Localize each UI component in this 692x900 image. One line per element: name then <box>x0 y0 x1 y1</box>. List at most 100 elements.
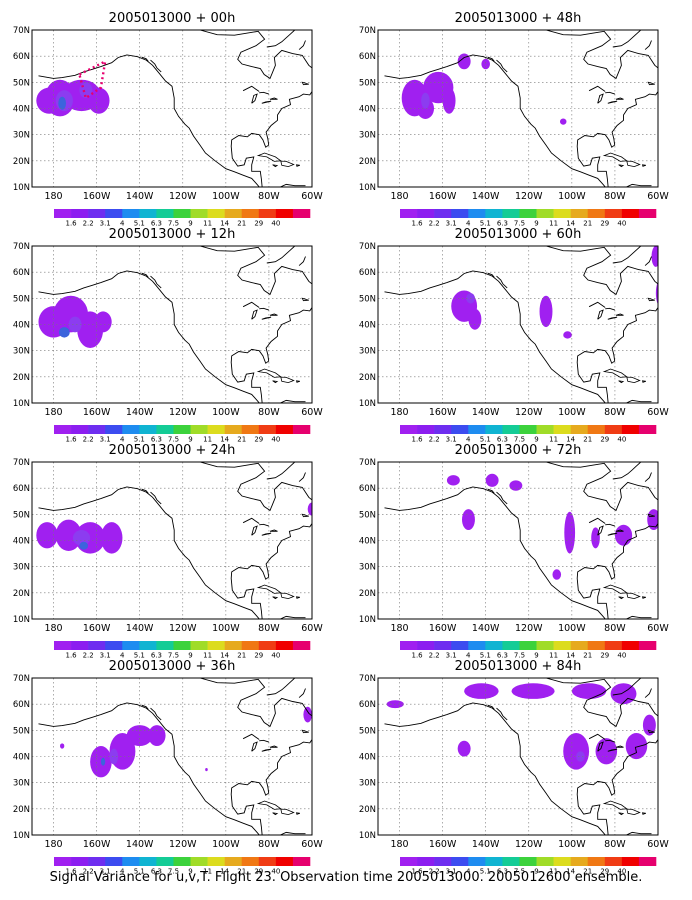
colorbar-label: 14 <box>220 868 229 876</box>
variance-region <box>539 295 553 328</box>
colorbar-label: 5.1 <box>134 436 145 444</box>
colorbar-swatch <box>519 857 537 866</box>
colorbar-swatch <box>292 209 311 218</box>
coastline <box>251 309 258 320</box>
colorbar-swatch <box>88 857 106 866</box>
colorbar-label: 5.1 <box>134 652 145 660</box>
variance-region <box>658 74 671 116</box>
coastline <box>644 40 652 50</box>
lon-tick-label: 160W <box>429 623 457 634</box>
coastline <box>607 748 618 752</box>
lon-tick-label: 140W <box>126 407 154 418</box>
colorbar-swatch <box>275 641 294 650</box>
colorbar-label: 40 <box>617 220 626 228</box>
coastline <box>141 56 149 62</box>
lon-tick-label: 180 <box>44 407 62 418</box>
colorbar-label: 1.6 <box>65 220 77 228</box>
colorbar-swatch <box>417 857 435 866</box>
lat-tick-label: 20N <box>13 805 30 815</box>
variance-region <box>58 327 70 338</box>
map-frame <box>377 29 659 188</box>
variance-region <box>571 683 607 699</box>
colorbar-label: 2.2 <box>429 652 440 660</box>
lon-tick-label: 140W <box>472 191 500 202</box>
variance-region <box>468 308 482 330</box>
colorbar-label: 6.3 <box>151 652 162 660</box>
coastline <box>38 66 102 79</box>
lon-tick-label: 180 <box>44 623 62 634</box>
map-frame <box>377 461 659 620</box>
variance-region <box>58 96 67 110</box>
lat-tick-label: 10N <box>13 615 30 625</box>
colorbar-label: 11 <box>549 220 558 228</box>
coastline <box>242 733 260 740</box>
lon-tick-label: 60W <box>647 191 669 202</box>
lat-tick-label: 50N <box>13 294 30 304</box>
colorbar-swatch <box>173 209 191 218</box>
colorbar-label: 4 <box>466 220 471 228</box>
island-outline <box>280 808 295 816</box>
colorbar-swatch <box>502 857 520 866</box>
variance-region <box>614 524 633 546</box>
map-panel-6: 2005013000 + 72h 10N 20N 30N 40N 50N 60N 70N 180… <box>359 443 670 660</box>
lat-tick-label: 30N <box>359 131 376 141</box>
coastline <box>487 488 495 494</box>
colorbar-swatch <box>207 641 225 650</box>
map-area <box>32 30 312 187</box>
colorbar-label: 40 <box>617 868 626 876</box>
variance-region <box>563 331 572 339</box>
coastline <box>612 462 642 480</box>
lon-tick-label: 60W <box>301 623 323 634</box>
colorbar-swatch <box>519 641 537 650</box>
variance-region <box>94 311 112 333</box>
colorbar-swatch <box>638 641 657 650</box>
coastline <box>384 714 448 727</box>
colorbar-label: 1.6 <box>411 652 423 660</box>
colorbar-label: 6.3 <box>151 436 162 444</box>
lat-tick-label: 10N <box>359 615 376 625</box>
colorbar-label: 1.6 <box>65 436 77 444</box>
coastline <box>446 54 652 187</box>
colorbar-label: 2.2 <box>83 220 94 228</box>
colorbar-swatch <box>241 641 260 650</box>
coastline <box>199 30 312 80</box>
colorbar-label: 29 <box>254 868 263 876</box>
colorbar-label: 7.5 <box>168 868 179 876</box>
lon-tick-label: 140W <box>472 623 500 634</box>
colorbar-swatch <box>621 641 640 650</box>
colorbar: 1.6 2.2 3.1 4 5.1 6.3 7.5 9 11 14 21 29 40 <box>400 425 657 444</box>
lat-tick-label: 50N <box>359 510 376 520</box>
colorbar-label: 4 <box>120 220 125 228</box>
coastline <box>446 270 652 403</box>
lon-tick-label: 180 <box>390 839 408 850</box>
lat-tick-label: 30N <box>13 131 30 141</box>
lon-tick-label: 60W <box>301 407 323 418</box>
coastline <box>615 97 624 100</box>
variance-region <box>610 683 637 705</box>
colorbar-label: 2.2 <box>429 220 440 228</box>
colorbar-swatch <box>292 641 311 650</box>
colorbar-swatch <box>71 425 89 434</box>
lon-tick-label: 160W <box>429 839 457 850</box>
coastline <box>269 745 278 748</box>
lon-tick-label: 60W <box>647 839 669 850</box>
variance-region <box>563 732 590 770</box>
lon-tick-label: 100W <box>212 623 240 634</box>
map-frame <box>31 677 313 836</box>
island-outline <box>301 729 309 734</box>
colorbar-label: 29 <box>600 220 609 228</box>
lat-tick-label: 40N <box>13 537 30 547</box>
colorbar-label: 3.1 <box>100 868 111 876</box>
coastline <box>199 246 312 296</box>
colorbar-swatch <box>275 857 294 866</box>
colorbar-swatch <box>570 857 589 866</box>
coastline <box>38 282 102 295</box>
lat-tick-label: 40N <box>359 537 376 547</box>
lon-tick-label: 100W <box>558 839 586 850</box>
colorbar-label: 4 <box>120 652 125 660</box>
coastline <box>597 309 604 320</box>
colorbar-label: 40 <box>271 652 280 660</box>
colorbar-label: 40 <box>617 436 626 444</box>
lon-tick-label: 140W <box>126 191 154 202</box>
colorbar-label: 4 <box>466 868 471 876</box>
